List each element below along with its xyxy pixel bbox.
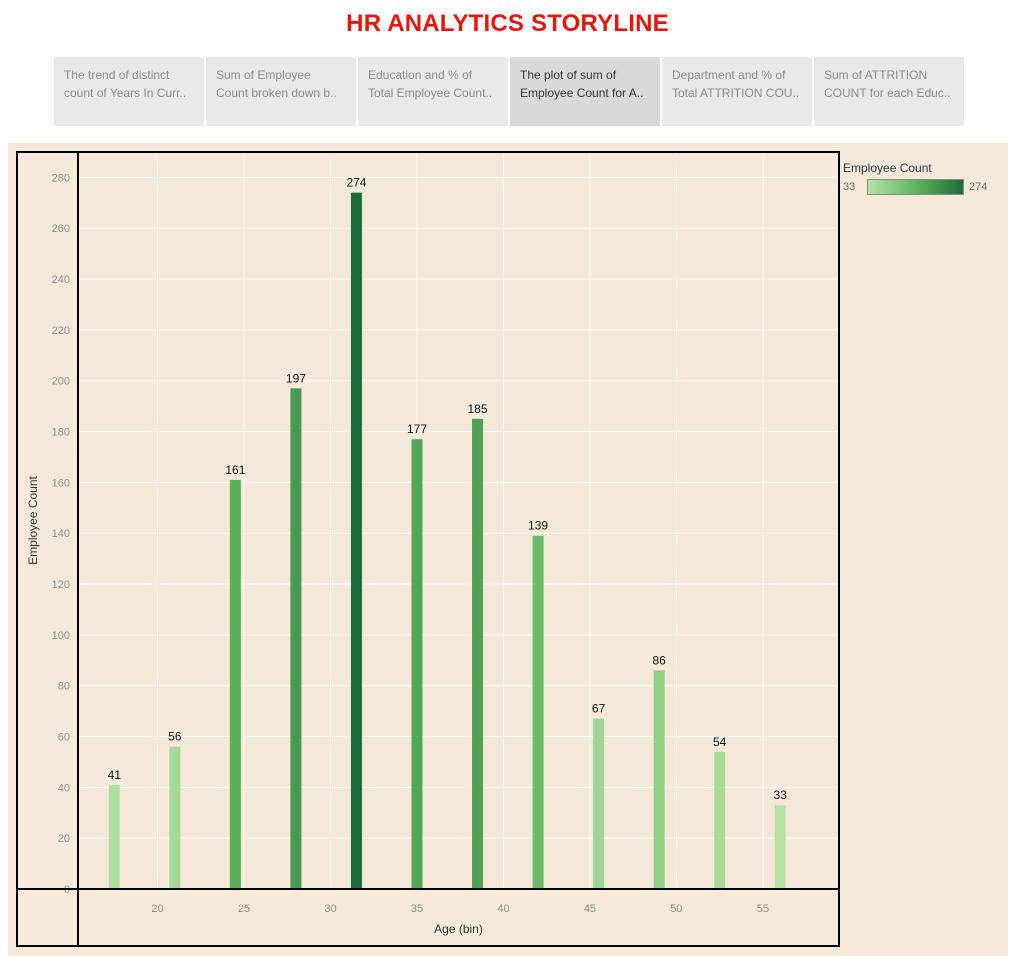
story-tab-line: Education and % of xyxy=(368,68,473,82)
x-tick-label: 45 xyxy=(584,903,596,915)
y-tick-label: 120 xyxy=(52,579,70,591)
x-tick-label: 30 xyxy=(324,903,336,915)
x-tick-label: 35 xyxy=(411,903,423,915)
x-tick-label: 40 xyxy=(497,903,509,915)
y-tick-label: 260 xyxy=(52,223,70,235)
story-tab-education-percent[interactable]: Education and % of Total Employee Count.… xyxy=(358,57,508,126)
legend-title: Employee Count xyxy=(843,161,932,175)
histogram-bar[interactable] xyxy=(411,439,423,889)
story-tab-line: COUNT for each Educ.. xyxy=(824,86,951,100)
y-tick-label: 60 xyxy=(58,732,70,744)
y-axis-title: Employee Count xyxy=(26,475,40,564)
legend-color-ramp xyxy=(867,179,964,195)
story-tab-line: Count broken down b.. xyxy=(216,86,337,100)
y-tick-label: 40 xyxy=(58,782,70,794)
y-tick-label: 140 xyxy=(52,528,70,540)
histogram-bar[interactable] xyxy=(350,192,362,890)
x-tick-label: 55 xyxy=(757,903,769,915)
story-tab-line: Total Employee Count.. xyxy=(368,86,493,100)
histogram-bar[interactable] xyxy=(229,479,241,889)
chart-frame xyxy=(16,151,840,947)
story-tab-employee-count-breakdown[interactable]: Sum of Employee Count broken down b.. xyxy=(206,57,356,126)
story-tab-attrition-by-education[interactable]: Sum of ATTRITION COUNT for each Educ.. xyxy=(814,57,964,126)
legend-max-label: 274 xyxy=(969,181,988,193)
histogram-bar[interactable] xyxy=(593,718,605,889)
story-tab-line: Sum of ATTRITION xyxy=(824,68,928,82)
story-tab-line: count of Years In Curr.. xyxy=(64,86,187,100)
y-tick-label: 160 xyxy=(52,477,70,489)
bar-value-label: 54 xyxy=(713,735,727,749)
color-legend: Employee Count 33 274 xyxy=(843,161,1003,195)
x-tick-label: 25 xyxy=(238,903,250,915)
story-navigator: The trend of distinct count of Years In … xyxy=(54,57,964,126)
y-tick-label: 220 xyxy=(52,325,70,337)
y-tick-label: 20 xyxy=(58,833,70,845)
histogram-bar[interactable] xyxy=(714,751,726,889)
histogram-bar[interactable] xyxy=(774,805,786,889)
story-tab-line: The trend of distinct xyxy=(64,68,170,82)
histogram-bar[interactable] xyxy=(169,746,181,889)
story-tab-line: Employee Count for A.. xyxy=(520,86,644,100)
story-tab-line: Total ATTRITION COU.. xyxy=(672,86,800,100)
histogram-bar[interactable] xyxy=(653,670,665,889)
legend-min-label: 33 xyxy=(843,181,856,193)
x-tick-label: 50 xyxy=(670,903,682,915)
y-tick-label: 180 xyxy=(52,427,70,439)
y-tick-label: 240 xyxy=(52,274,70,286)
bar-value-label: 185 xyxy=(468,402,488,416)
story-title: HR ANALYTICS STORYLINE xyxy=(346,10,669,37)
x-axis-title: Age (bin) xyxy=(434,922,483,936)
y-tick-label: 200 xyxy=(52,376,70,388)
bar-value-label: 41 xyxy=(108,768,122,782)
y-tick-label: 80 xyxy=(58,681,70,693)
story-tab-employee-count-by-age[interactable]: The plot of sum of Employee Count for A.… xyxy=(510,57,660,126)
histogram-bar[interactable] xyxy=(108,784,120,889)
bar-value-label: 139 xyxy=(528,519,548,533)
y-tick-label: 280 xyxy=(52,172,70,184)
story-tab-line: Sum of Employee xyxy=(216,68,311,82)
bar-value-label: 274 xyxy=(346,176,366,190)
histogram-bar[interactable] xyxy=(472,418,484,889)
x-tick-label: 20 xyxy=(151,903,163,915)
bar-value-label: 177 xyxy=(407,422,427,436)
story-tab-line: Department and % of xyxy=(672,68,786,82)
histogram-bar[interactable] xyxy=(532,535,544,889)
story-tab-department-attrition[interactable]: Department and % of Total ATTRITION COU.… xyxy=(662,57,812,126)
bar-value-label: 86 xyxy=(652,653,666,667)
story-tab-line: The plot of sum of xyxy=(520,68,617,82)
bar-value-label: 56 xyxy=(168,730,182,744)
bar-value-label: 197 xyxy=(286,371,306,385)
bar-value-label: 161 xyxy=(225,463,245,477)
y-tick-label: 100 xyxy=(52,630,70,642)
bar-value-label: 67 xyxy=(592,702,606,716)
legend-ramp-row: 33 274 xyxy=(843,179,1003,195)
bar-value-label: 33 xyxy=(774,788,788,802)
histogram-bar[interactable] xyxy=(290,388,302,889)
story-tab-years-in-current-role[interactable]: The trend of distinct count of Years In … xyxy=(54,57,204,126)
